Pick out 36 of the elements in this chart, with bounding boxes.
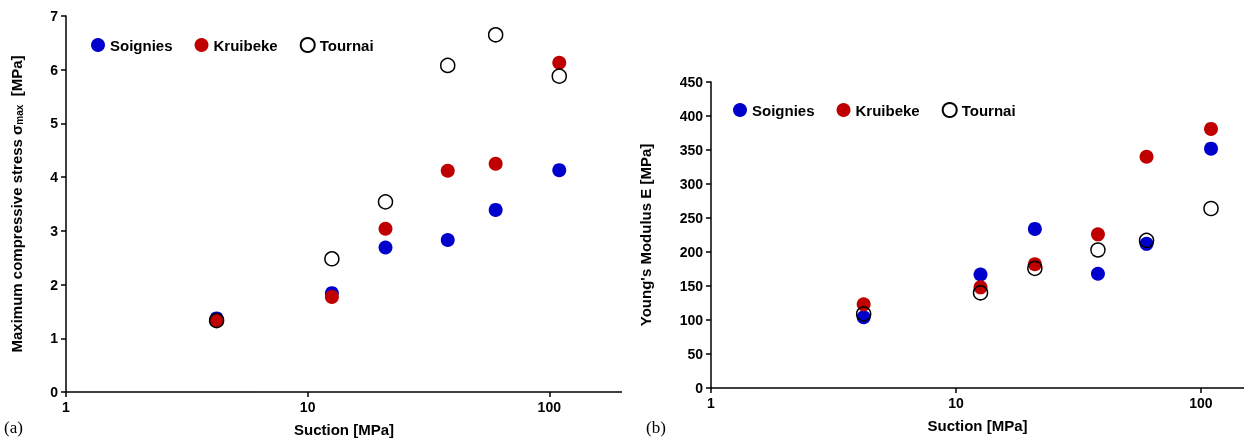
x-axis-title: Suction [MPa]: [927, 417, 1028, 434]
y-tick-label: 450: [679, 74, 704, 90]
y-tick-label: 400: [679, 108, 704, 124]
legend-label: Soignies: [752, 101, 815, 119]
y-tick-label: 0: [50, 384, 59, 400]
y-tick-label: 1: [50, 330, 59, 347]
y-axis-title: Maximum compressive stress σmax [MPa]: [7, 55, 25, 353]
legend-label: Soignies: [110, 36, 173, 54]
legend-label: Tournai: [961, 101, 1016, 119]
y-tick-label: 3: [50, 222, 59, 239]
y-tick-label: 350: [679, 142, 704, 158]
x-tick-label: 10: [948, 395, 964, 411]
y-tick-label: 250: [679, 210, 704, 226]
x-tick-label: 1: [62, 399, 71, 415]
x-tick-label: 100: [1189, 395, 1213, 411]
x-tick-label: 10: [299, 399, 316, 415]
legend-label: Kruibeke: [855, 101, 920, 119]
x-tick-label: 100: [537, 399, 562, 415]
text: (b): [646, 418, 666, 438]
y-tick-label: 150: [679, 278, 704, 294]
y-tick-label: 200: [679, 244, 704, 260]
y-tick-label: 100: [679, 312, 704, 328]
text: (a): [4, 418, 23, 438]
y-tick-label: 0: [695, 380, 704, 396]
y-tick-label: 7: [50, 8, 59, 24]
x-tick-label: 1: [707, 395, 716, 411]
y-tick-label: 5: [50, 115, 59, 132]
y-tick-label: 4: [50, 169, 59, 186]
y-tick-label: 6: [50, 61, 59, 78]
x-axis-title: Suction [MPa]: [294, 421, 394, 438]
y-tick-label: 50: [687, 346, 704, 362]
y-tick-label: 2: [50, 276, 59, 293]
y-tick-label: 300: [679, 176, 704, 192]
legend-label: Tournai: [319, 36, 374, 54]
legend-label: Kruibeke: [213, 36, 278, 54]
y-axis-title: Young's Modulus E [MPa]: [637, 143, 654, 327]
